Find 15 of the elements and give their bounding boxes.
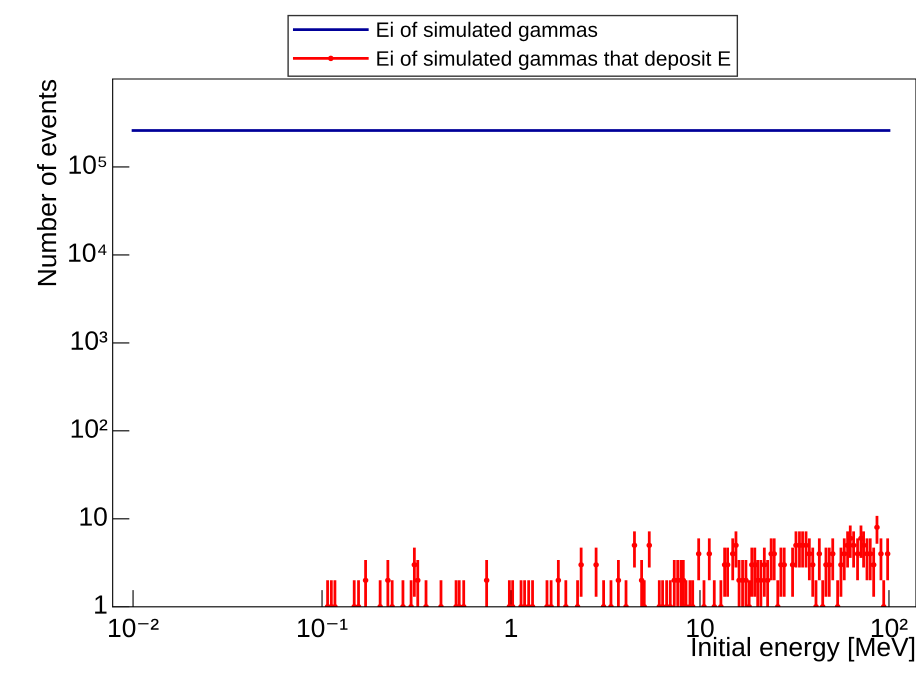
y-tick-label: 10⁵ [70, 155, 106, 174]
x-tick-label: 1 [506, 618, 518, 638]
x-tick-label: 10 [687, 618, 714, 638]
x-axis-title: Initial energy [MeV] [692, 636, 914, 662]
legend-label: Ei of simulated gammas that deposit E [377, 50, 730, 70]
y-tick-label: 10³ [72, 331, 108, 350]
y-tick-label: 1 [95, 595, 107, 614]
y-axis-title: Number of events [36, 80, 56, 286]
x-tick-label: 10⁻² [109, 618, 159, 638]
y-tick-label: 10² [72, 419, 108, 438]
y-tick-label: 10⁴ [69, 243, 106, 262]
legend-label: Ei of simulated gammas [377, 22, 598, 42]
x-tick-label: 10⁻¹ [298, 618, 348, 638]
y-tick-label: 10 [80, 507, 107, 526]
x-tick-label: 10² [872, 618, 908, 638]
